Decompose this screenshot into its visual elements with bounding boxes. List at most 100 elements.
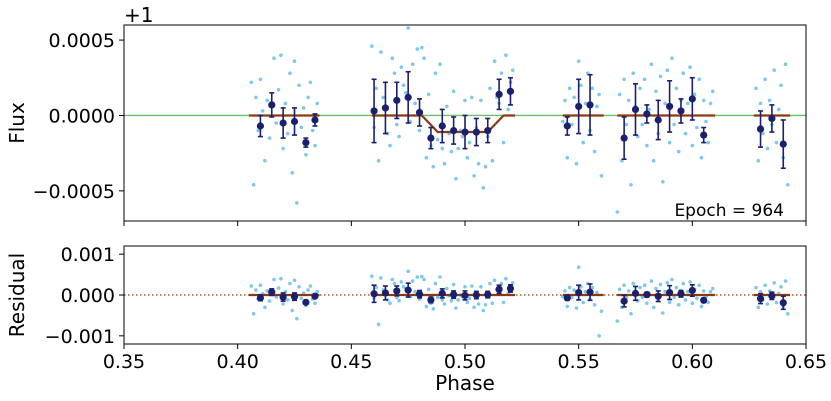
raw-point (420, 45, 424, 50)
raw-point (481, 186, 486, 190)
raw-point (451, 282, 456, 287)
raw-point (397, 134, 401, 139)
raw-point (265, 98, 270, 103)
y-tick-label: 0.001 (61, 244, 115, 266)
raw-point (306, 288, 310, 292)
binned-point (666, 288, 674, 297)
binned-point (290, 117, 299, 126)
raw-point (249, 80, 254, 85)
raw-point (761, 131, 765, 136)
raw-point (415, 47, 420, 51)
raw-point (583, 289, 588, 294)
raw-point (501, 140, 506, 145)
binned-point (268, 101, 276, 109)
binned-point (438, 289, 446, 297)
raw-point (438, 62, 442, 66)
raw-point (581, 300, 585, 305)
raw-point (658, 282, 663, 287)
raw-point (572, 95, 576, 100)
raw-point (313, 301, 317, 306)
raw-point (701, 289, 706, 293)
binned-point (688, 286, 696, 295)
raw-point (504, 53, 508, 57)
binned-point (427, 134, 435, 142)
raw-point (445, 286, 449, 291)
raw-point (783, 62, 788, 66)
raw-point (397, 298, 401, 303)
raw-point (440, 146, 445, 151)
raw-point (690, 301, 695, 306)
raw-point (590, 86, 595, 91)
raw-point (410, 279, 415, 283)
raw-point (274, 121, 279, 125)
raw-point (626, 98, 631, 103)
raw-point (640, 295, 645, 300)
raw-point (376, 322, 381, 327)
raw-point (651, 305, 656, 310)
y-tick-label: 0.0000 (49, 105, 115, 127)
raw-point (763, 77, 767, 82)
raw-point (263, 305, 267, 310)
raw-point (470, 95, 474, 100)
raw-point (667, 300, 672, 305)
binned-point (256, 294, 264, 302)
raw-point (479, 285, 483, 289)
raw-point (390, 56, 395, 60)
phase-x-axis-title: Phase (435, 371, 495, 395)
binned-point (768, 114, 776, 123)
raw-point (426, 92, 431, 97)
raw-point (672, 122, 676, 127)
raw-point (399, 65, 404, 69)
raw-point (563, 98, 567, 103)
raw-point (695, 125, 699, 130)
raw-point (617, 287, 622, 292)
raw-point (563, 289, 567, 293)
raw-point (420, 274, 424, 279)
binned-point (654, 292, 662, 300)
raw-point (297, 83, 301, 88)
raw-point (561, 119, 565, 124)
raw-point (433, 71, 438, 75)
raw-point (579, 83, 583, 88)
raw-point (265, 289, 270, 293)
raw-point (686, 101, 690, 106)
raw-point (581, 140, 585, 145)
binned-point (415, 108, 424, 117)
raw-point (674, 285, 679, 290)
raw-point (276, 286, 281, 290)
residual-y-axis-title: Residual (5, 253, 29, 337)
raw-point (483, 164, 488, 169)
binned-point (643, 110, 651, 118)
raw-point (576, 265, 581, 270)
raw-point (292, 59, 297, 63)
residual-binned-points (256, 282, 787, 311)
raw-point (638, 285, 642, 290)
raw-point (697, 283, 701, 288)
raw-point (438, 275, 442, 279)
raw-point (645, 301, 649, 306)
binned-point (495, 90, 503, 98)
raw-point (251, 183, 256, 187)
raw-point (626, 289, 631, 293)
binned-point (290, 293, 299, 301)
raw-point (399, 280, 404, 284)
binned-point (415, 290, 424, 298)
raw-point (297, 285, 301, 289)
raw-point (470, 284, 474, 288)
x-tick-label: 0.50 (444, 351, 486, 373)
raw-point (574, 306, 579, 310)
binned-point (381, 289, 390, 297)
raw-point (570, 122, 574, 127)
raw-point (249, 284, 254, 288)
raw-point (674, 86, 679, 91)
raw-point (758, 289, 763, 294)
raw-point (599, 309, 604, 314)
binned-point (768, 292, 776, 300)
raw-point (615, 319, 620, 323)
raw-point (686, 289, 690, 294)
binned-point (404, 286, 412, 294)
raw-point (374, 285, 379, 290)
raw-point (415, 275, 420, 279)
raw-point (572, 288, 576, 292)
binned-point (666, 102, 674, 111)
